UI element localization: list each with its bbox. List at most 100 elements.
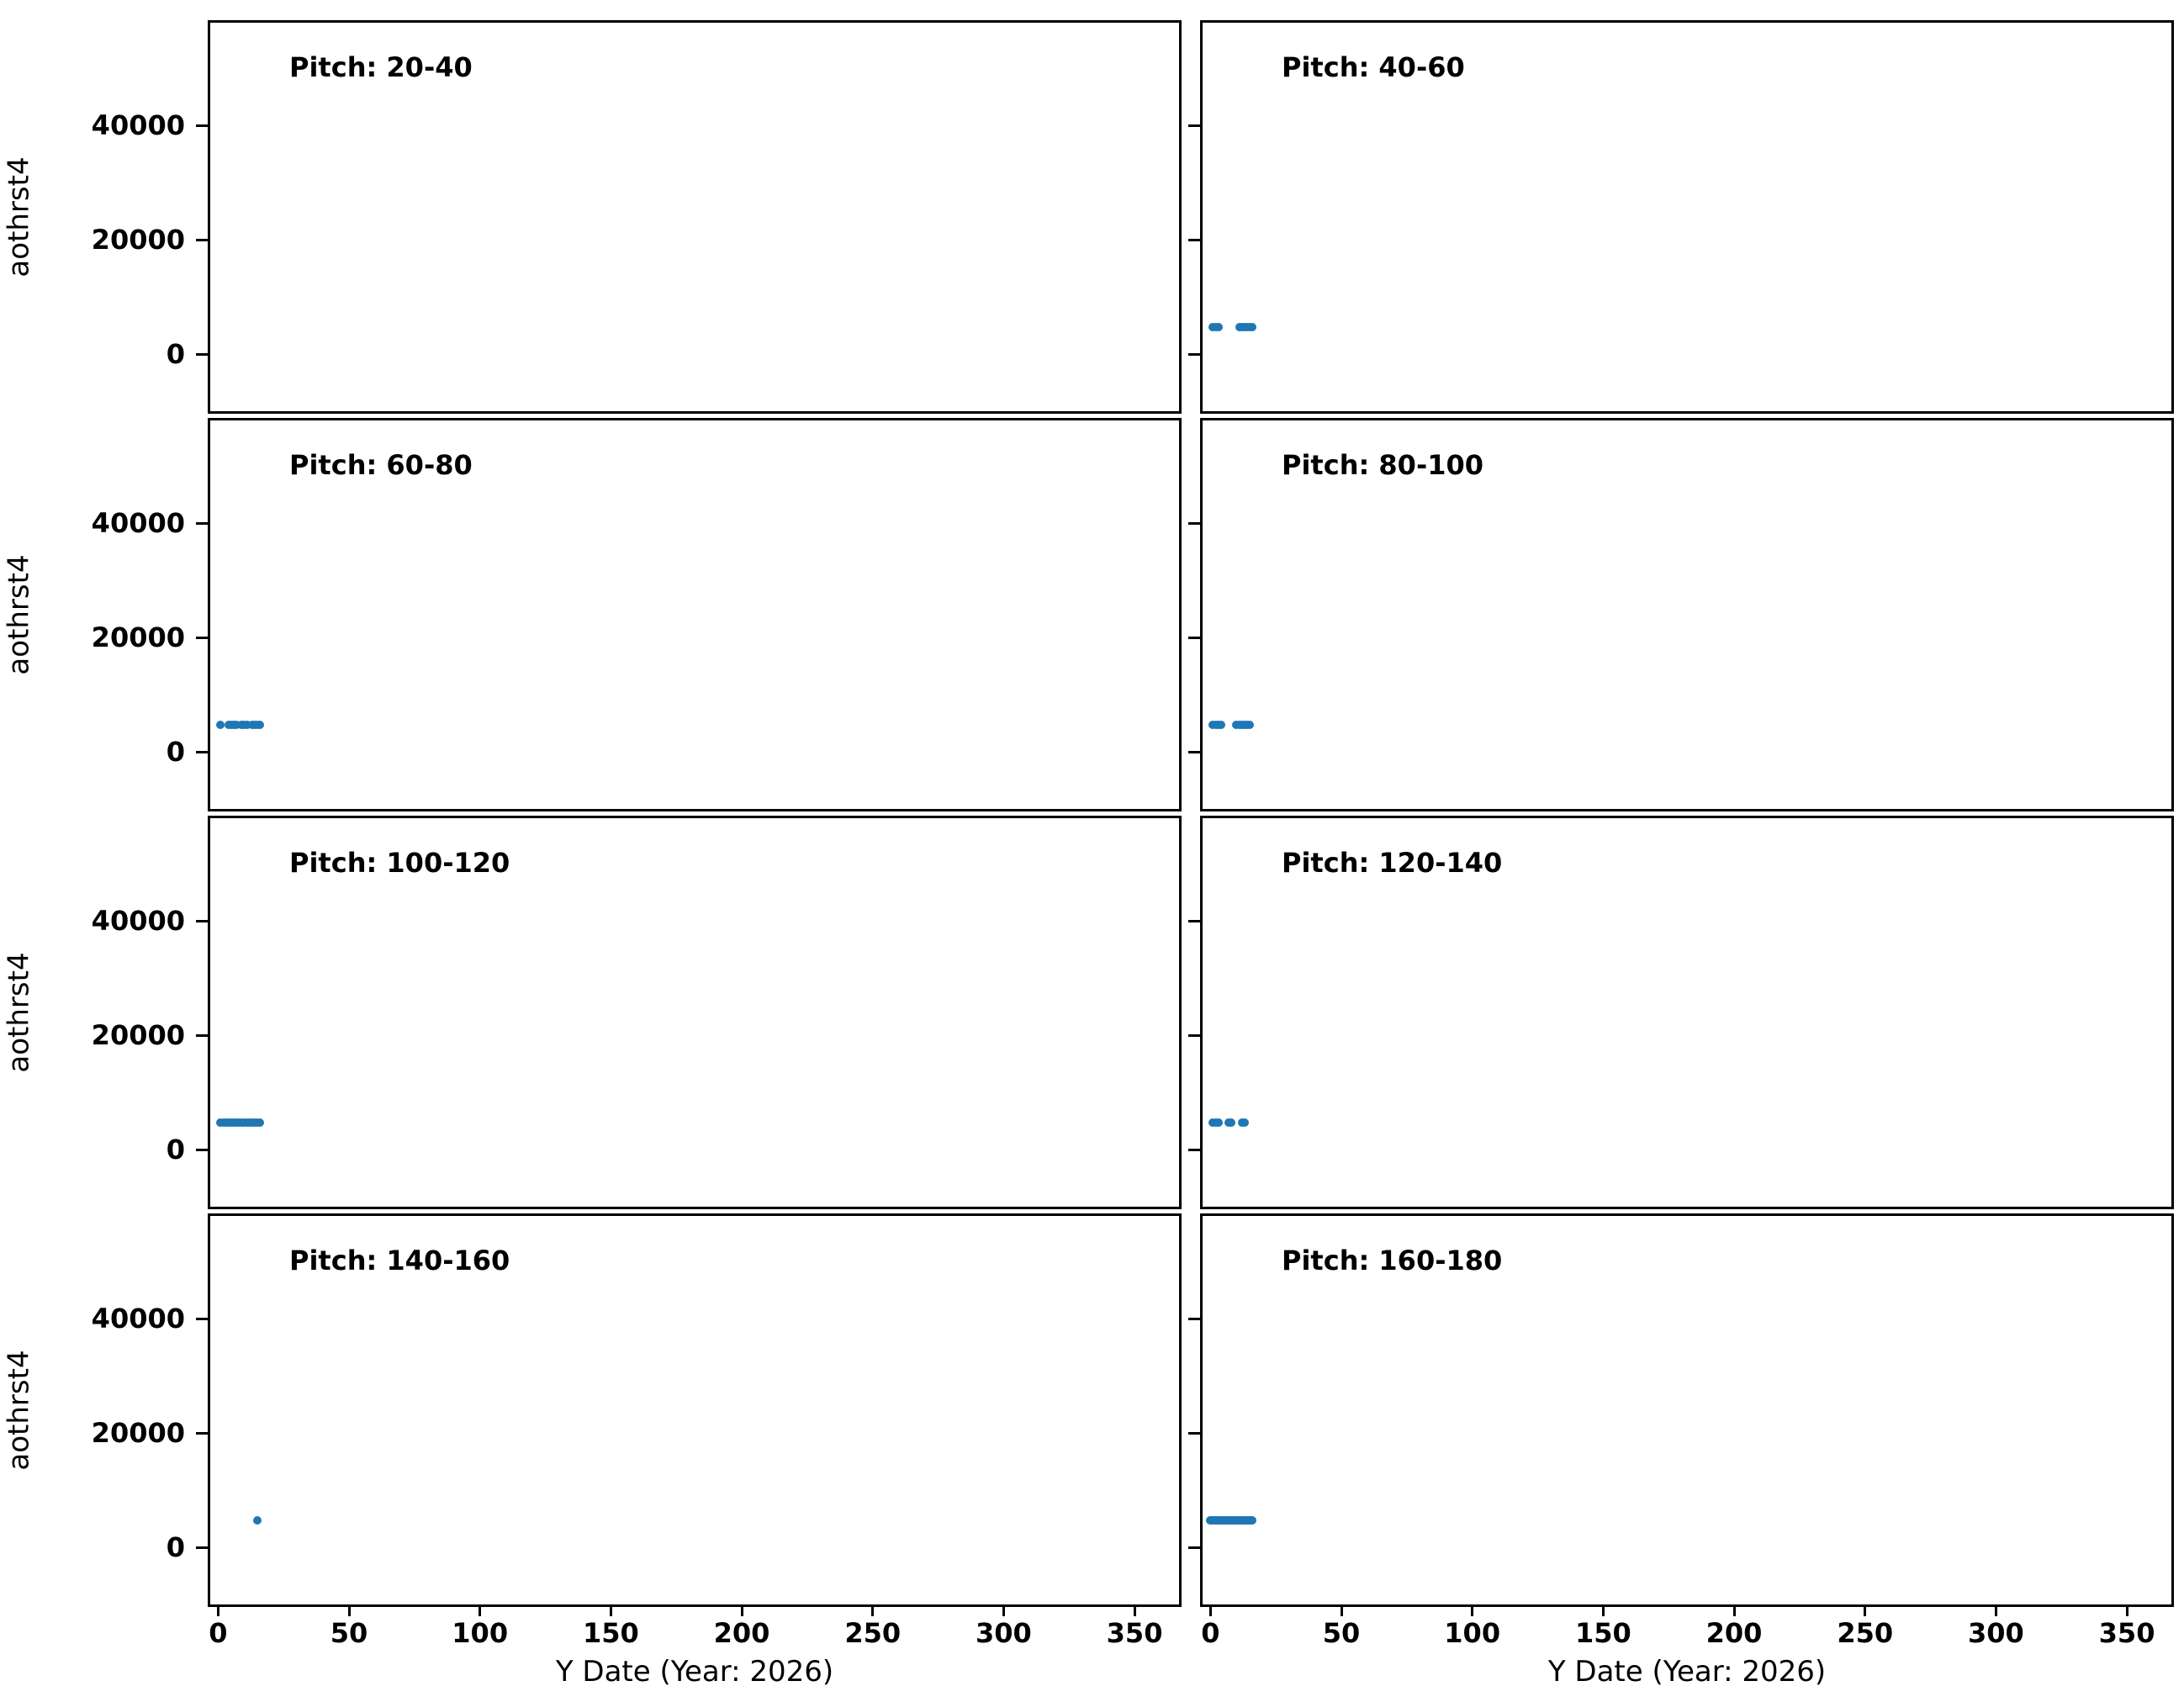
data-point — [256, 721, 265, 730]
y-tick-label: 20000 — [91, 1417, 185, 1450]
x-tick-label: 0 — [209, 1617, 228, 1649]
y-tick-label: 0 — [166, 1531, 185, 1564]
y-tick-mark — [196, 1317, 208, 1320]
y-tick-label: 40000 — [91, 109, 185, 142]
y-tick-mark — [196, 1546, 208, 1549]
panel-title: Pitch: 20-40 — [289, 51, 473, 83]
y-tick-mark — [196, 238, 208, 241]
x-tick-label: 150 — [582, 1617, 639, 1649]
y-tick-mark — [1188, 636, 1200, 639]
y-tick-mark — [1188, 1317, 1200, 1320]
x-tick-mark — [1864, 1604, 1867, 1616]
x-tick-label: 300 — [1967, 1617, 2024, 1649]
y-tick-mark — [196, 1431, 208, 1435]
subplot-pitch-80-100: Pitch: 80-100 — [1188, 418, 2174, 811]
x-tick-label: 0 — [1201, 1617, 1220, 1649]
x-tick-mark — [1994, 1604, 1997, 1616]
subplot-pitch-100-120: Pitch: 100-120 aothrst4 0 20000 40000 — [3, 816, 1182, 1209]
x-tick-mark — [2125, 1604, 2128, 1616]
x-tick-label: 50 — [1322, 1617, 1361, 1649]
y-tick-mark — [196, 1033, 208, 1037]
data-point — [1227, 1118, 1236, 1128]
panel-title: Pitch: 40-60 — [1282, 51, 1465, 83]
panel-title: Pitch: 80-100 — [1282, 449, 1484, 481]
data-point — [256, 1118, 265, 1128]
data-point — [1214, 1118, 1223, 1128]
x-axis-label: Y Date (Year: 2026) — [1547, 1655, 1827, 1689]
y-axis-label: aothrst4 — [3, 1350, 37, 1471]
y-tick-label: 0 — [166, 736, 185, 769]
subplot-pitch-60-80: Pitch: 60-80 aothrst4 0 20000 40000 — [3, 418, 1182, 811]
data-point — [242, 721, 251, 730]
x-tick-label: 250 — [844, 1617, 902, 1649]
x-tick-label: 300 — [975, 1617, 1032, 1649]
data-point — [1214, 323, 1223, 332]
y-tick-mark — [196, 636, 208, 639]
x-tick-label: 250 — [1837, 1617, 1894, 1649]
panel-title: Pitch: 120-140 — [1282, 847, 1503, 879]
x-tick-mark — [1601, 1604, 1605, 1616]
y-tick-mark — [1188, 919, 1200, 922]
x-tick-mark — [871, 1604, 875, 1616]
y-tick-mark — [1188, 124, 1200, 127]
data-point — [1248, 323, 1257, 332]
data-point — [1245, 721, 1255, 730]
x-tick-mark — [479, 1604, 482, 1616]
y-tick-mark — [1188, 352, 1200, 356]
y-tick-label: 40000 — [91, 905, 185, 938]
x-tick-label: 200 — [713, 1617, 770, 1649]
y-axis-label: aothrst4 — [3, 554, 37, 675]
data-point — [1248, 1516, 1257, 1525]
y-tick-mark — [196, 521, 208, 525]
y-tick-mark — [196, 124, 208, 127]
x-tick-mark — [740, 1604, 743, 1616]
x-tick-label: 100 — [1444, 1617, 1501, 1649]
y-tick-label: 0 — [166, 338, 185, 371]
y-tick-mark — [196, 352, 208, 356]
y-tick-label: 40000 — [91, 1303, 185, 1335]
panel-title: Pitch: 60-80 — [289, 449, 473, 481]
y-tick-mark — [1188, 1033, 1200, 1037]
y-tick-mark — [1188, 1148, 1200, 1151]
x-tick-label: 100 — [452, 1617, 509, 1649]
panel-title: Pitch: 100-120 — [289, 847, 510, 879]
subplot-pitch-160-180: Pitch: 160-180 Y Date (Year: 2026) 0 50 10… — [1188, 1213, 2174, 1689]
x-tick-mark — [216, 1604, 219, 1616]
x-tick-mark — [1002, 1604, 1005, 1616]
data-point — [216, 721, 225, 730]
y-tick-label: 20000 — [91, 1019, 185, 1052]
panel-title: Pitch: 140-160 — [289, 1245, 510, 1276]
y-tick-label: 20000 — [91, 224, 185, 256]
y-tick-mark — [1188, 1546, 1200, 1549]
x-tick-label: 350 — [1106, 1617, 1163, 1649]
y-tick-label: 0 — [166, 1134, 185, 1166]
y-tick-mark — [1188, 521, 1200, 525]
y-tick-label: 20000 — [91, 621, 185, 654]
x-tick-mark — [1732, 1604, 1736, 1616]
data-point — [253, 1516, 262, 1525]
subplot-pitch-140-160: Pitch: 140-160 aothrst4 Y Date (Year: 20… — [3, 1213, 1182, 1689]
data-point — [232, 721, 241, 730]
data-point — [1216, 721, 1225, 730]
x-tick-mark — [1133, 1604, 1136, 1616]
x-tick-mark — [347, 1604, 351, 1616]
x-tick-label: 350 — [2098, 1617, 2155, 1649]
x-tick-label: 150 — [1574, 1617, 1631, 1649]
y-axis-label: aothrst4 — [3, 952, 37, 1073]
x-tick-label: 50 — [330, 1617, 368, 1649]
y-tick-label: 40000 — [91, 507, 185, 540]
y-tick-mark — [196, 750, 208, 753]
subplot-pitch-120-140: Pitch: 120-140 — [1188, 816, 2174, 1209]
y-axis-label: aothrst4 — [3, 156, 37, 278]
x-tick-mark — [1208, 1604, 1212, 1616]
y-tick-mark — [196, 919, 208, 922]
y-tick-mark — [1188, 750, 1200, 753]
y-tick-mark — [1188, 1431, 1200, 1435]
data-point — [1240, 1118, 1249, 1128]
y-tick-mark — [196, 1148, 208, 1151]
x-tick-mark — [1340, 1604, 1343, 1616]
subplot-pitch-20-40: Pitch: 20-40 aothrst4 0 20000 40000 — [3, 20, 1182, 414]
x-tick-label: 200 — [1705, 1617, 1763, 1649]
x-tick-mark — [609, 1604, 612, 1616]
